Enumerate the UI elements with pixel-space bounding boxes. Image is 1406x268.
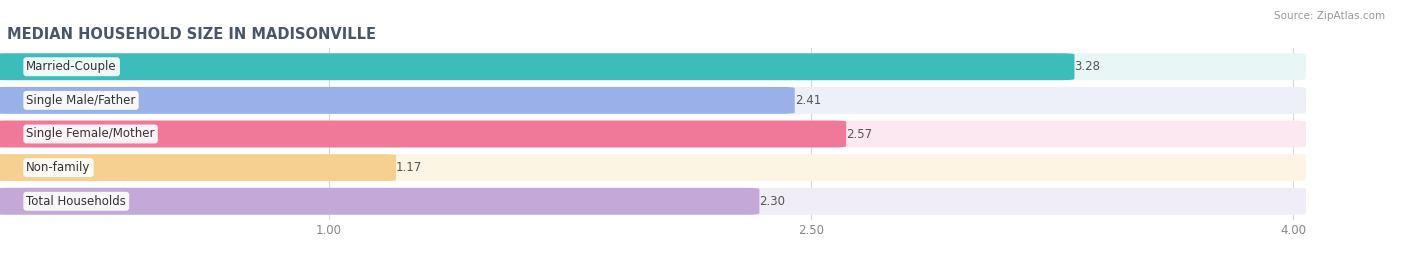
Text: 3.28: 3.28 <box>1074 60 1101 73</box>
FancyBboxPatch shape <box>0 188 759 215</box>
Text: Total Households: Total Households <box>27 195 127 208</box>
Text: Non-family: Non-family <box>27 161 91 174</box>
FancyBboxPatch shape <box>0 188 1306 215</box>
FancyBboxPatch shape <box>0 121 846 147</box>
Text: 2.57: 2.57 <box>846 128 872 140</box>
Text: 2.41: 2.41 <box>794 94 821 107</box>
Text: Single Female/Mother: Single Female/Mother <box>27 128 155 140</box>
FancyBboxPatch shape <box>0 121 1306 147</box>
FancyBboxPatch shape <box>0 154 396 181</box>
Text: 1.17: 1.17 <box>396 161 422 174</box>
Text: Married-Couple: Married-Couple <box>27 60 117 73</box>
Text: 2.30: 2.30 <box>759 195 786 208</box>
Text: MEDIAN HOUSEHOLD SIZE IN MADISONVILLE: MEDIAN HOUSEHOLD SIZE IN MADISONVILLE <box>7 27 375 42</box>
FancyBboxPatch shape <box>0 87 1306 114</box>
Text: Source: ZipAtlas.com: Source: ZipAtlas.com <box>1274 11 1385 21</box>
FancyBboxPatch shape <box>0 154 1306 181</box>
Text: Single Male/Father: Single Male/Father <box>27 94 136 107</box>
FancyBboxPatch shape <box>0 87 794 114</box>
FancyBboxPatch shape <box>0 53 1074 80</box>
FancyBboxPatch shape <box>0 53 1306 80</box>
